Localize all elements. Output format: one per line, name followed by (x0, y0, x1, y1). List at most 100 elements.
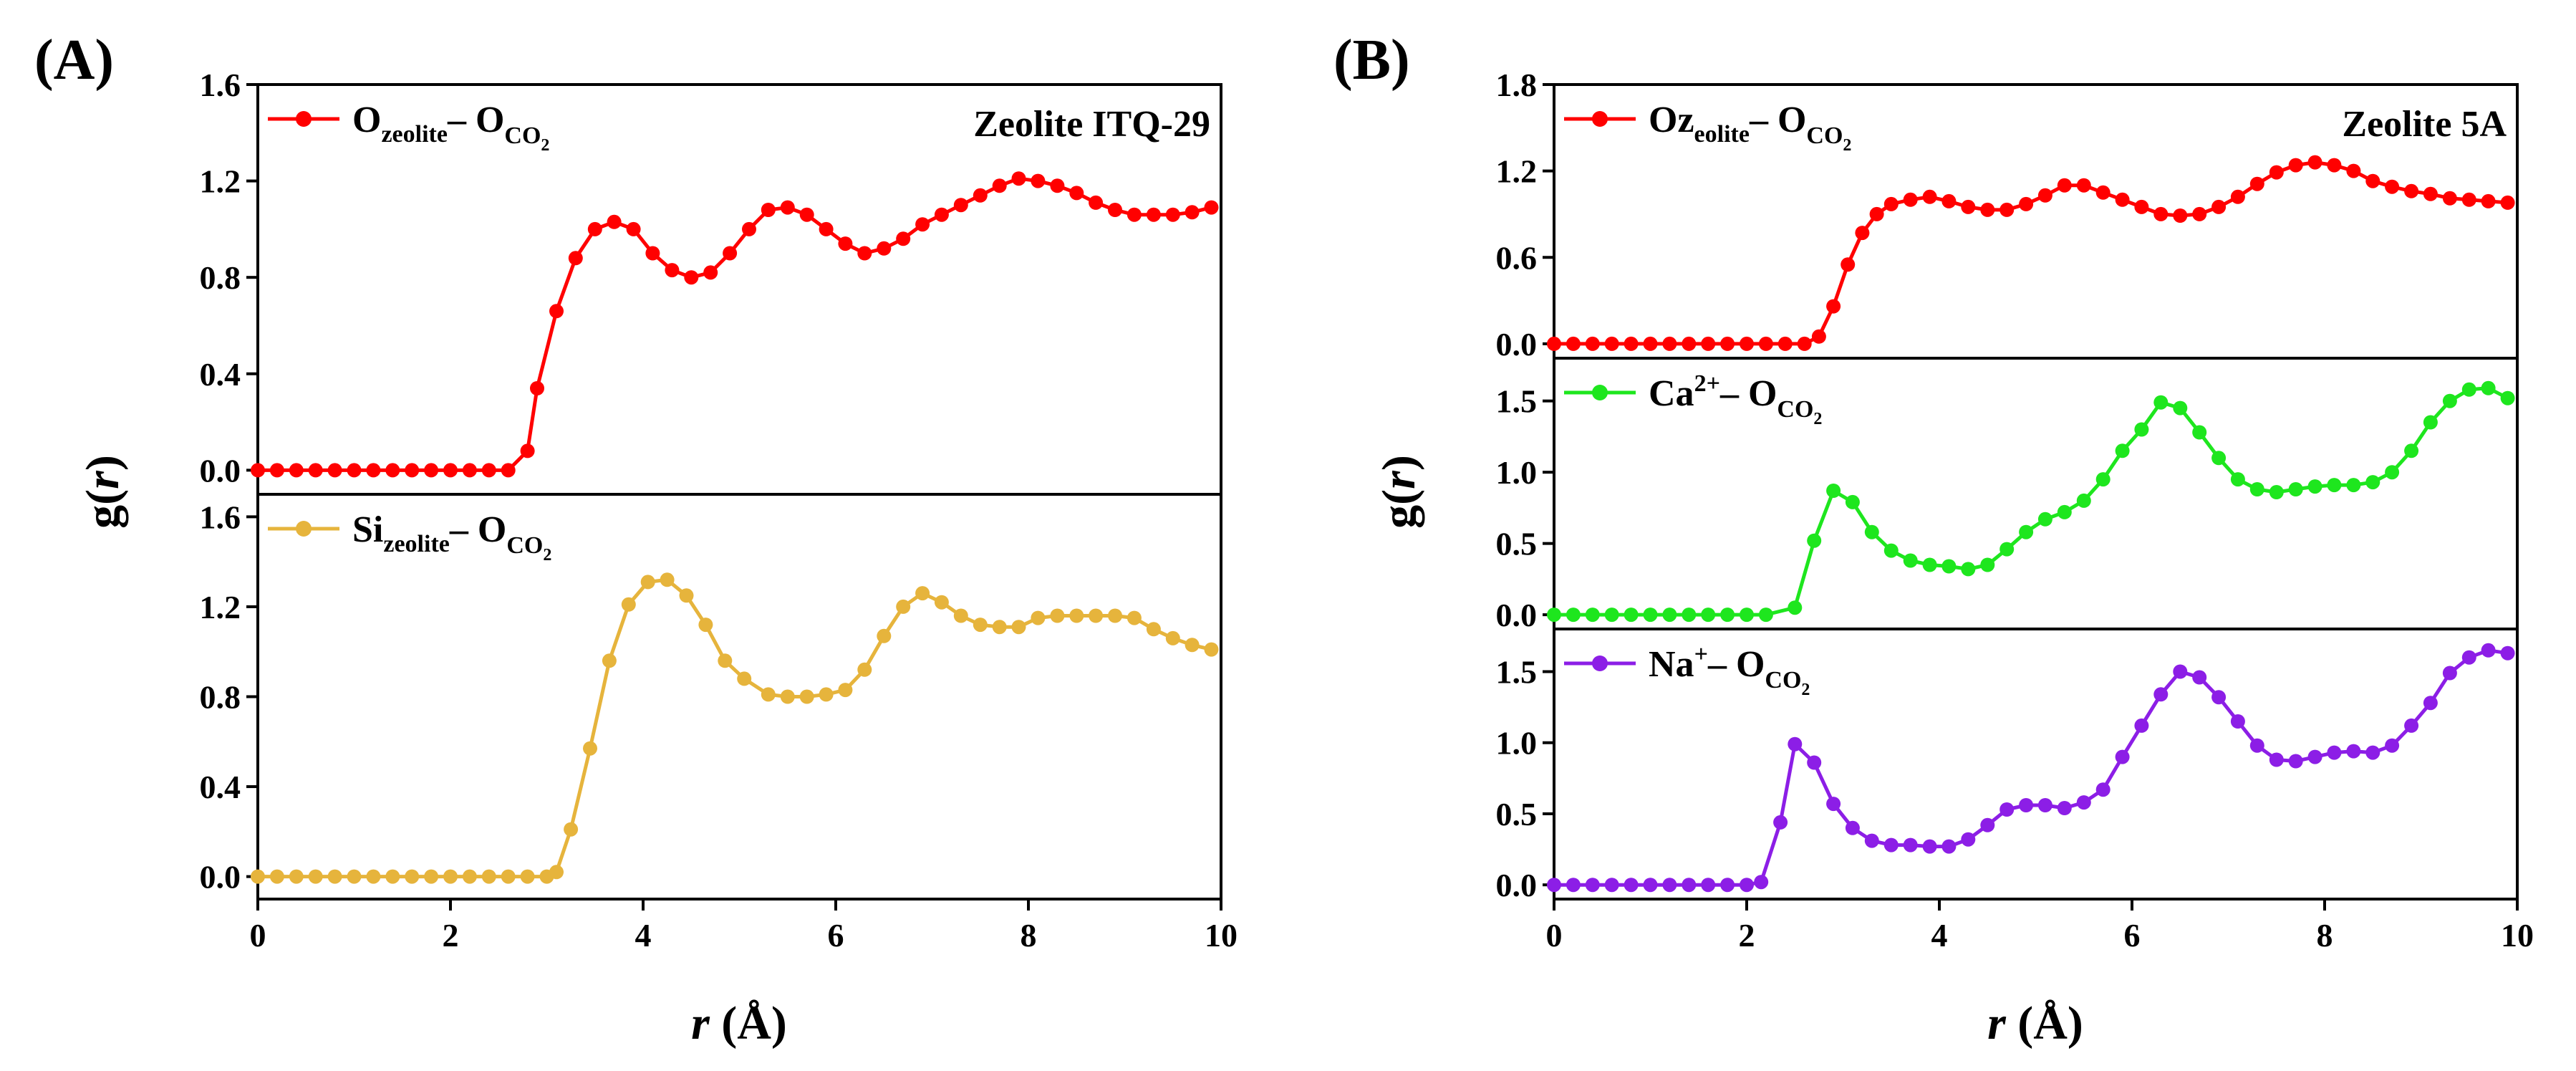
data-point (1146, 622, 1161, 637)
data-point (737, 671, 752, 686)
legend-part: zeolite (381, 121, 448, 148)
subplot-2: 0.0 0.5 1.0 1.5 Ca2+– OCO2 (1496, 357, 2519, 633)
y-axis-label: g(r) (77, 455, 129, 529)
data-point (718, 653, 733, 668)
subplot-frame (1553, 357, 2519, 630)
data-point (2404, 443, 2419, 458)
x-tick-label: 4 (1931, 917, 1948, 954)
legend-part: CO (1777, 396, 1813, 423)
data-point (269, 869, 284, 884)
data-point (1980, 202, 1995, 217)
subplot-2: 0.0 0.4 0.8 1.2 1.6 Sizeolite– OCO2 (200, 493, 1222, 900)
data-point (1566, 336, 1581, 351)
data-point (1720, 607, 1735, 623)
data-point (679, 588, 694, 603)
data-point (992, 620, 1007, 635)
panel-label: (B) (1333, 29, 1410, 92)
data-point (2385, 738, 2400, 753)
data-point (1069, 608, 1084, 623)
data-point (1826, 797, 1841, 812)
data-point (1941, 559, 1957, 574)
data-point (2461, 192, 2476, 207)
data-point (915, 217, 930, 232)
data-point (723, 246, 738, 261)
legend-marker (296, 521, 312, 537)
legend-part: zeolite (383, 531, 450, 557)
data-point (819, 687, 834, 702)
y-tick-label: 0.0 (200, 859, 241, 895)
x-tick-label: 8 (1021, 917, 1037, 954)
data-point (1922, 189, 1937, 204)
y-tick-label: 0.8 (200, 679, 241, 716)
legend-part: 2+ (1694, 370, 1720, 397)
data-point (564, 822, 579, 837)
data-point (2481, 193, 2496, 208)
data-point (1864, 524, 1879, 539)
y-tick-label: 1.0 (1496, 725, 1538, 762)
y-tick-label: 0.4 (200, 356, 241, 393)
data-point (2288, 482, 2303, 496)
legend-part: Ca (1649, 373, 1694, 414)
data-point (1740, 336, 1754, 351)
data-point (2192, 425, 2207, 440)
x-tick-label: 10 (2501, 917, 2534, 954)
series-line (1554, 648, 2508, 887)
data-point (1797, 336, 1812, 351)
data-point (443, 869, 458, 884)
data-point (366, 869, 381, 884)
data-point (1758, 607, 1773, 623)
data-point (530, 381, 544, 395)
data-point (1585, 336, 1600, 351)
data-point (1922, 557, 1937, 572)
x-axis-var: r (1987, 997, 2007, 1050)
data-point (838, 683, 853, 698)
data-point (366, 463, 381, 478)
data-point (1127, 207, 1142, 222)
data-point (462, 463, 477, 478)
data-point (1701, 336, 1716, 351)
x-tick-label: 6 (2124, 917, 2141, 954)
data-point (838, 236, 853, 251)
data-point (1643, 607, 1658, 623)
data-point (2019, 196, 2034, 211)
data-point (583, 741, 597, 756)
y-axis-part: r (77, 470, 129, 489)
subplot-1: 0.0 0.6 1.2 1.8 Ozeolite– OCO2 (1496, 67, 2519, 362)
data-point (1108, 203, 1122, 217)
data-point (587, 221, 602, 236)
legend-label: Sizeolite– OCO2 (352, 509, 551, 565)
legend-part: CO (504, 123, 541, 149)
data-point (501, 869, 516, 884)
data-point (501, 463, 516, 478)
data-point (2037, 798, 2052, 812)
data-point (2288, 158, 2303, 173)
data-point (1031, 173, 1046, 188)
data-point (2365, 475, 2380, 490)
data-point (2115, 192, 2130, 207)
data-point (2057, 801, 2072, 815)
data-point (1185, 205, 1200, 220)
y-tick-label: 0.0 (200, 452, 241, 489)
data-point (1701, 607, 1716, 623)
legend-part: – O (447, 100, 504, 140)
legend-label: Ozeolite– OCO2 (352, 100, 549, 155)
data-point (2481, 643, 2496, 658)
data-point (308, 463, 323, 478)
legend-part: eolite (1694, 121, 1750, 148)
data-point (973, 188, 988, 203)
data-point (2481, 380, 2496, 395)
legend-part: 2 (543, 546, 551, 565)
data-point (1185, 638, 1200, 653)
data-point (2095, 472, 2111, 487)
data-point (2346, 744, 2361, 759)
data-point (877, 241, 892, 256)
data-point (780, 689, 795, 704)
data-point (1883, 196, 1899, 211)
data-point (1547, 336, 1561, 351)
y-axis-part: ) (1373, 455, 1425, 471)
data-point (1011, 620, 1026, 635)
data-point (2173, 208, 2188, 223)
y-tick-label: 0.0 (1496, 326, 1538, 362)
data-point (520, 443, 535, 458)
